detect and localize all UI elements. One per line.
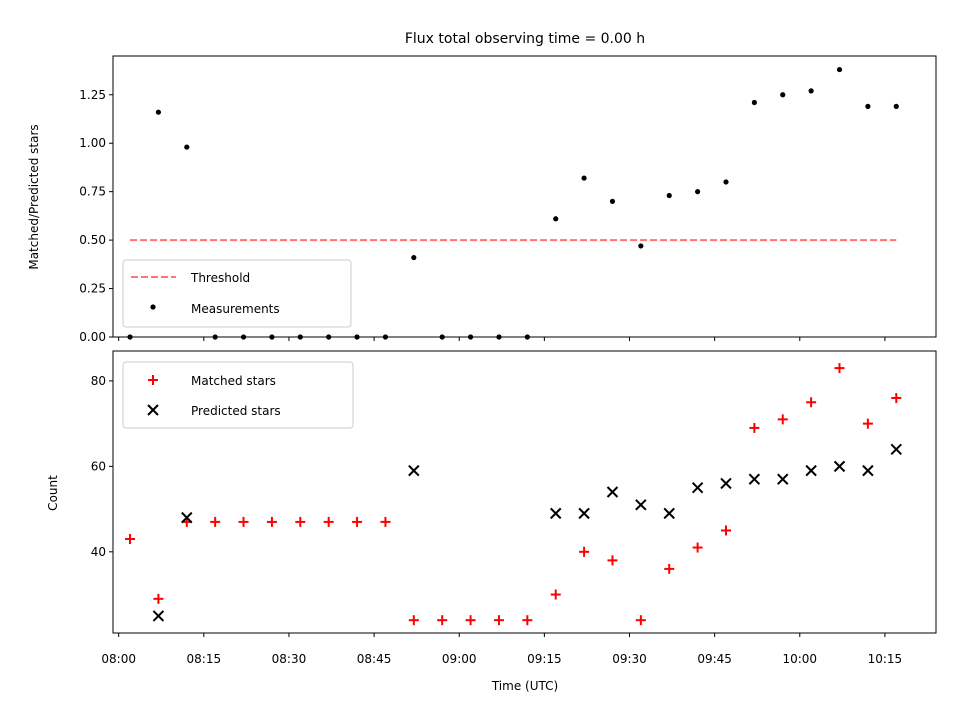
matched-star-point <box>834 363 845 374</box>
predicted-star-point <box>748 473 761 485</box>
measurement-point <box>553 216 559 222</box>
measurement-point <box>695 189 701 195</box>
y-tick-label: 0.00 <box>79 330 106 344</box>
measurement-point <box>666 192 672 199</box>
top-legend: Threshold Measurements <box>122 259 352 328</box>
legend-predicted-swatch <box>147 404 159 416</box>
x-tick-label: 08:15 <box>187 652 222 666</box>
x-tick-label: 08:00 <box>101 652 136 666</box>
y-tick-label: 0.50 <box>79 233 106 247</box>
matched-star-point <box>862 418 873 429</box>
x-tick-label: 09:30 <box>612 652 647 666</box>
x-tick-label: 09:00 <box>442 652 477 666</box>
y-tick-label: 0.25 <box>79 282 106 296</box>
legend-measurements-swatch <box>150 304 156 310</box>
x-tick-label: 08:45 <box>357 652 392 666</box>
legend-measurements-label: Measurements <box>191 302 280 316</box>
matched-star-point <box>323 516 334 527</box>
top-axes-frame <box>112 55 937 338</box>
predicted-star-point <box>777 473 789 485</box>
predicted-star-point <box>550 507 562 520</box>
matched-star-point <box>380 516 391 527</box>
measurement-point <box>723 179 729 185</box>
predicted-star-point <box>663 507 675 520</box>
legend-threshold-label: Threshold <box>190 271 250 285</box>
bottom-legend: Matched stars Predicted stars <box>122 361 354 429</box>
predicted-star-point <box>862 464 874 477</box>
matched-star-point <box>664 563 675 574</box>
chart-title: Flux total observing time = 0.00 h <box>405 31 645 47</box>
matched-star-point <box>266 516 277 527</box>
bottom-axes-frame <box>112 350 937 634</box>
measurement-point <box>893 103 899 109</box>
matched-star-point <box>720 525 731 536</box>
measurement-point <box>836 66 843 73</box>
matched-star-point <box>295 516 306 527</box>
measurement-point <box>780 92 786 98</box>
measurement-point <box>581 175 587 181</box>
bottom-y-axis-label: Count <box>46 475 60 511</box>
matched-star-point <box>465 615 476 626</box>
matched-star-point <box>749 422 760 433</box>
measurement-point <box>865 103 871 109</box>
matched-star-point <box>550 589 561 600</box>
matched-star-point <box>153 593 164 604</box>
matched-star-point <box>437 615 448 626</box>
x-axis-label: Time (UTC) <box>491 679 558 693</box>
matched-star-point <box>777 414 788 425</box>
matched-star-point <box>635 615 646 626</box>
y-tick-label: 1.00 <box>79 136 106 150</box>
y-tick-label: 1.25 <box>79 88 106 102</box>
predicted-star-point <box>833 460 846 473</box>
matched-star-point <box>493 615 504 626</box>
legend-predicted-label: Predicted stars <box>191 404 281 418</box>
matched-star-point <box>408 615 419 626</box>
matched-star-point <box>579 546 590 557</box>
legend-matched-swatch <box>148 375 158 385</box>
matched-star-point <box>607 555 618 566</box>
matched-star-point <box>210 516 221 527</box>
x-tick-label: 10:00 <box>782 652 817 666</box>
legend-frame <box>122 259 352 328</box>
matched-star-point <box>806 397 817 408</box>
measurement-point <box>155 109 162 115</box>
predicted-star-point <box>635 499 647 511</box>
x-tick-label: 10:15 <box>868 652 903 666</box>
predicted-star-point <box>181 511 193 524</box>
x-tick-label: 09:15 <box>527 652 562 666</box>
y-tick-label: 0.75 <box>79 185 106 199</box>
legend-matched-label: Matched stars <box>191 374 276 388</box>
x-tick-label: 08:30 <box>272 652 307 666</box>
y-tick-label: 40 <box>91 545 106 559</box>
matched-star-point <box>238 516 249 527</box>
measurement-point <box>638 243 644 249</box>
measurement-point <box>184 144 190 150</box>
legend-frame <box>122 361 354 429</box>
matched-star-point <box>891 393 902 403</box>
predicted-star-point <box>691 482 704 494</box>
measurement-point <box>411 254 417 261</box>
predicted-star-point <box>578 507 590 520</box>
predicted-star-point <box>408 464 420 477</box>
predicted-star-point <box>890 443 902 455</box>
matched-star-point <box>352 516 363 527</box>
bottom-axes: 40 60 80 08:00 08:15 08:30 08:45 09:00 09:15 09:3… <box>91 350 937 666</box>
matched-star-point <box>522 615 533 626</box>
measurement-point <box>609 198 616 204</box>
predicted-star-point <box>805 464 817 477</box>
predicted-star-point <box>152 610 165 622</box>
x-tick-label: 09:45 <box>697 652 732 666</box>
y-tick-label: 60 <box>91 459 106 473</box>
predicted-star-point <box>606 486 619 498</box>
top-axes: 0.00 0.25 0.50 0.75 1.00 1.25 Threshold Measure… <box>79 55 937 344</box>
y-tick-label: 80 <box>91 374 106 388</box>
predicted-star-point <box>720 477 732 490</box>
top-y-axis-label: Matched/Predicted stars <box>27 124 41 269</box>
measurement-point <box>808 88 814 94</box>
matched-star-point <box>125 534 136 544</box>
measurement-point <box>751 99 757 106</box>
matched-star-point <box>692 542 703 553</box>
